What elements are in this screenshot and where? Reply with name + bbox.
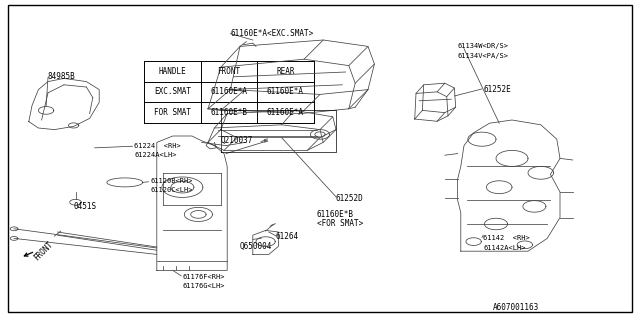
Text: FRONT: FRONT xyxy=(217,67,241,76)
Text: 61120B<RH>: 61120B<RH> xyxy=(150,178,193,184)
Text: 61252E: 61252E xyxy=(483,85,511,94)
Text: HANDLE: HANDLE xyxy=(158,67,186,76)
Text: 61160E*B: 61160E*B xyxy=(317,210,354,219)
Text: 0451S: 0451S xyxy=(74,202,97,211)
Text: 61160E*A: 61160E*A xyxy=(211,87,247,97)
Text: 61142  <RH>: 61142 <RH> xyxy=(483,236,530,241)
Text: 84985B: 84985B xyxy=(48,72,76,81)
Text: 61134V<PA/S>: 61134V<PA/S> xyxy=(458,53,509,59)
Text: <FOR SMAT>: <FOR SMAT> xyxy=(317,220,363,228)
Text: A607001163: A607001163 xyxy=(493,303,539,312)
Text: 61160E*A: 61160E*A xyxy=(267,108,304,117)
Text: 61134W<DR/S>: 61134W<DR/S> xyxy=(458,44,509,49)
Text: FOR SMAT: FOR SMAT xyxy=(154,108,191,117)
Text: 61160E*A<EXC.SMAT>: 61160E*A<EXC.SMAT> xyxy=(230,29,314,38)
Text: 61224  <RH>: 61224 <RH> xyxy=(134,143,181,148)
Text: Q210037: Q210037 xyxy=(221,136,253,145)
Text: EXC.SMAT: EXC.SMAT xyxy=(154,87,191,97)
Text: 61264: 61264 xyxy=(275,232,298,241)
Text: 61176G<LH>: 61176G<LH> xyxy=(182,284,225,289)
Text: 61160E*A: 61160E*A xyxy=(267,87,304,97)
Text: 61224A<LH>: 61224A<LH> xyxy=(134,152,177,158)
Text: FRONT: FRONT xyxy=(32,240,54,262)
Text: 61160E*B: 61160E*B xyxy=(211,108,247,117)
Text: Q650004: Q650004 xyxy=(240,242,273,251)
Text: 61120C<LH>: 61120C<LH> xyxy=(150,188,193,193)
Text: 61176F<RH>: 61176F<RH> xyxy=(182,274,225,280)
Text: REAR: REAR xyxy=(276,67,294,76)
Text: 61142A<LH>: 61142A<LH> xyxy=(483,245,525,251)
Text: 61252D: 61252D xyxy=(336,194,364,203)
